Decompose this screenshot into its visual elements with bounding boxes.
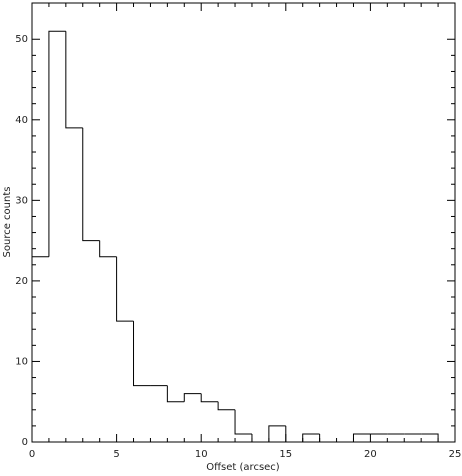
x-axis-label: Offset (arcsec)	[206, 462, 280, 473]
histogram-bar	[200, 393, 219, 403]
histogram-bar	[183, 393, 202, 402]
histogram-bar	[65, 31, 83, 129]
histogram-bar	[166, 385, 185, 403]
y-tick-label: 50	[15, 34, 28, 45]
histogram-bar	[133, 321, 151, 387]
histogram-bar	[421, 433, 439, 442]
histogram-bar	[302, 433, 320, 442]
y-tick-label: 20	[15, 276, 28, 287]
x-tick-label: 25	[449, 449, 462, 460]
y-axis-label: Source counts	[2, 187, 13, 258]
histogram-bar	[251, 433, 269, 443]
x-tick-label: 20	[364, 449, 377, 460]
plot-frame	[31, 2, 456, 443]
histogram-bar	[352, 433, 371, 442]
histogram-bar	[82, 127, 100, 242]
histogram-bar	[234, 409, 252, 435]
histogram-bar	[48, 30, 66, 257]
y-tick-label: 0	[22, 437, 28, 448]
x-tick-label: 0	[29, 449, 35, 460]
histogram-bar	[31, 256, 49, 442]
x-tick-label: 10	[195, 449, 208, 460]
y-tick-label: 10	[15, 356, 28, 367]
y-tick-label: 40	[15, 115, 28, 126]
x-tick-label: 5	[113, 449, 119, 460]
histogram-bar	[116, 256, 134, 322]
histogram-bar	[217, 401, 236, 411]
histogram-bar	[99, 240, 117, 258]
histogram-bar	[268, 425, 286, 442]
histogram-bar	[285, 425, 303, 443]
histogram-bar	[319, 433, 337, 443]
x-tick-label: 15	[279, 449, 292, 460]
y-tick-label: 30	[15, 195, 28, 206]
